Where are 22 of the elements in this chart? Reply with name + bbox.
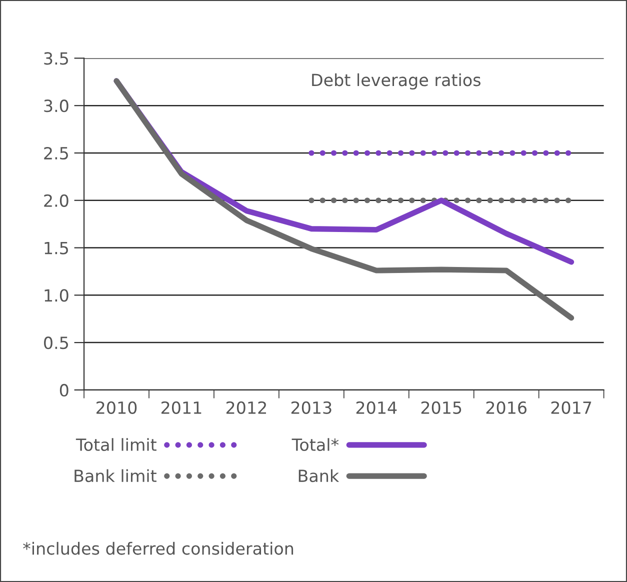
x-tick-label: 2012	[226, 401, 266, 414]
x-tick-label: 2016	[486, 401, 526, 414]
y-tick-label: 0	[60, 384, 68, 397]
y-tick-label: 2.0	[44, 194, 68, 207]
x-tick-label: 2014	[356, 401, 397, 414]
y-tick-label: 3.5	[44, 52, 68, 65]
x-tick-label: 2015	[421, 401, 462, 414]
y-tick-label: 2.5	[44, 146, 68, 160]
y-tick-label: 0.5	[44, 336, 68, 350]
y-tick-label: 3.0	[44, 100, 68, 112]
x-tick-label: 2010	[96, 401, 137, 414]
legend-label: Bank limit	[74, 469, 156, 482]
text: *includes deferred consideration	[23, 542, 294, 555]
legend-label: Total*	[292, 438, 339, 452]
y-tick-label: 1.0	[44, 289, 68, 302]
x-tick-label: 2017	[551, 401, 592, 414]
x-tick-label: 2013	[291, 401, 332, 414]
y-tick-label: 1.5	[44, 242, 68, 254]
x-tick-label: 2011	[161, 401, 202, 414]
legend-label: Total limit	[76, 438, 156, 452]
legend-label: Bank	[298, 469, 340, 482]
text: Debt leverage ratios	[312, 73, 480, 90]
